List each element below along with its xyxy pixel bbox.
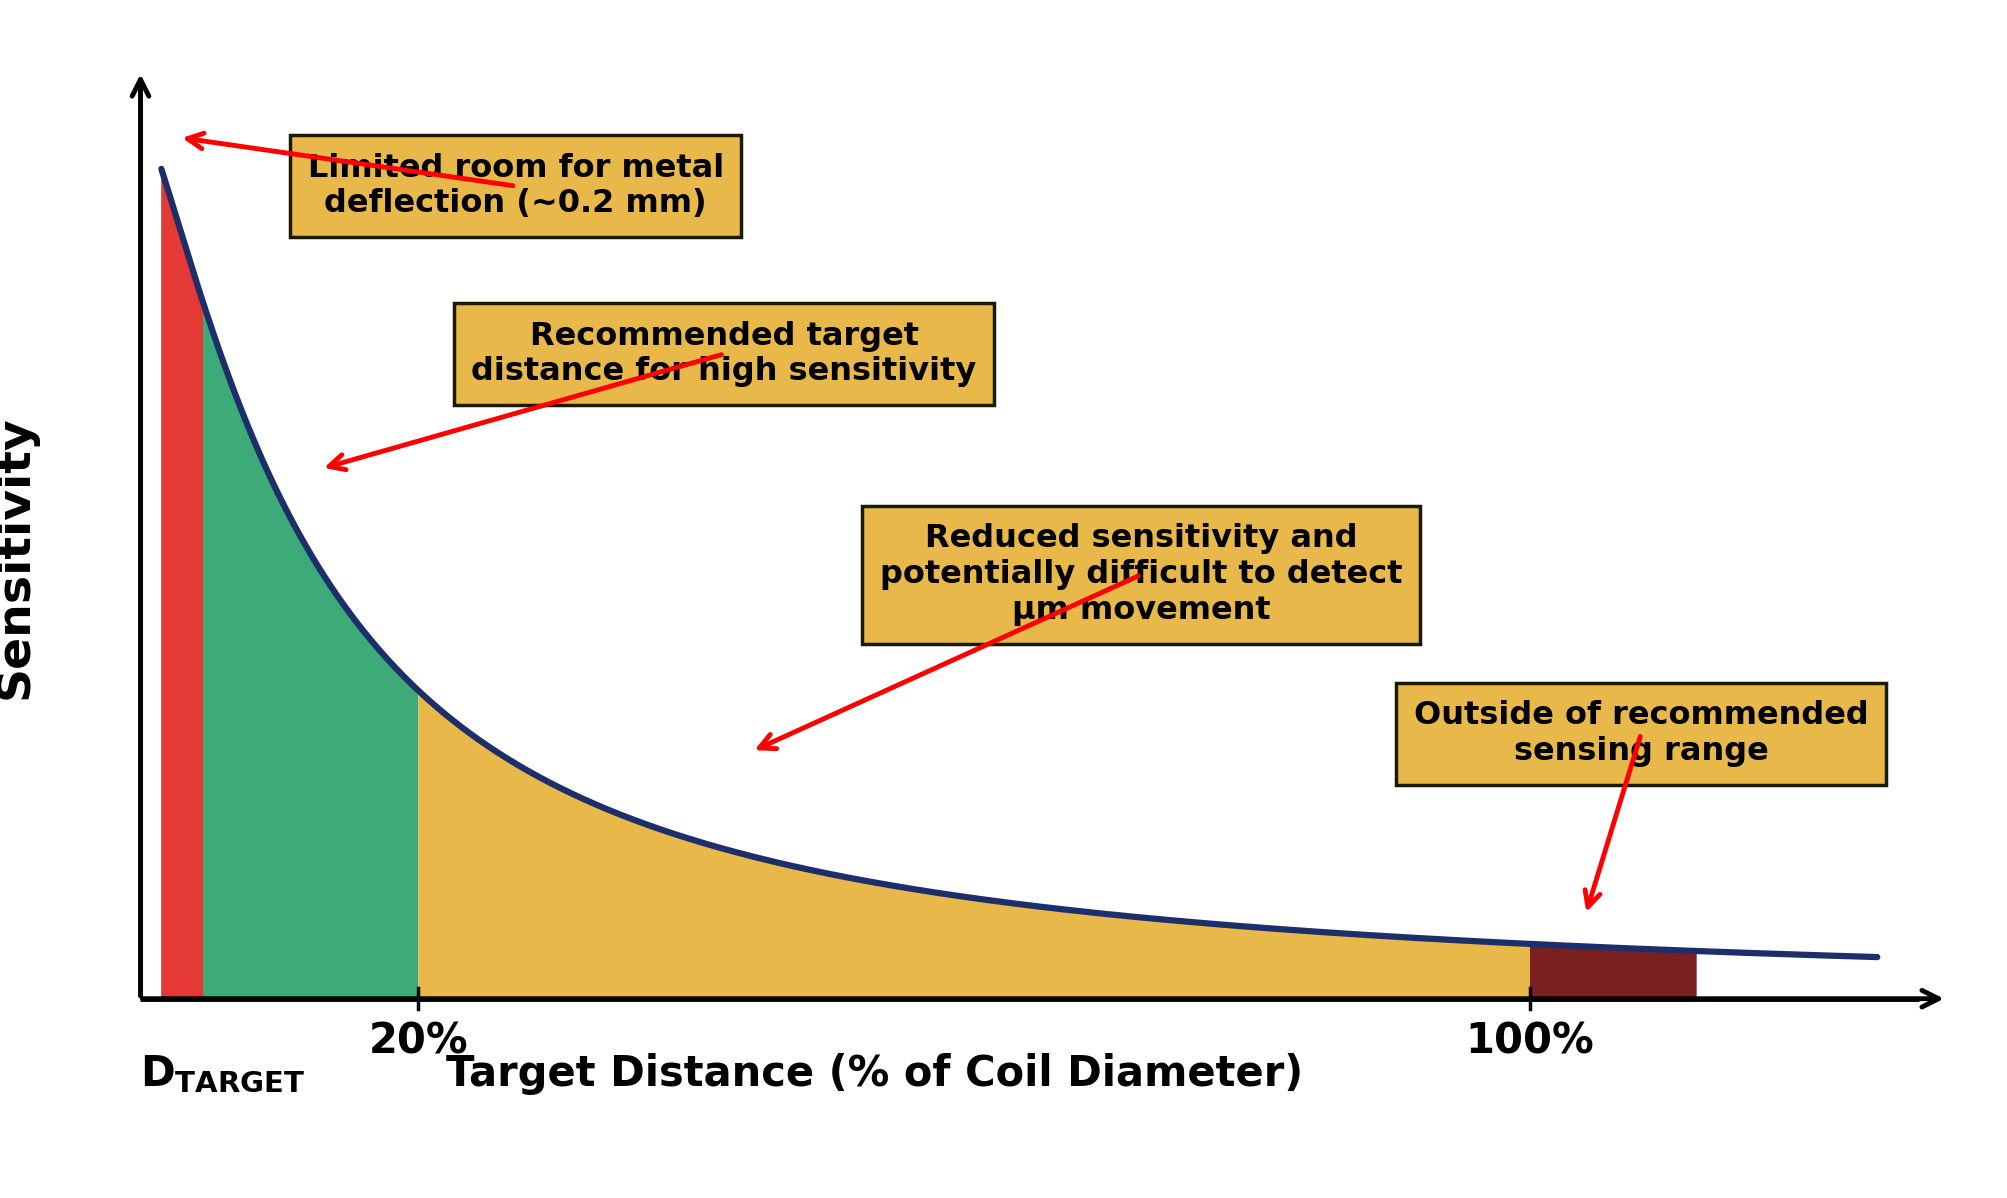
Text: Sensitivity: Sensitivity xyxy=(0,416,38,698)
Text: 100%: 100% xyxy=(1465,1021,1594,1063)
Text: Recommended target
distance for high sensitivity: Recommended target distance for high sen… xyxy=(472,321,977,387)
Polygon shape xyxy=(417,690,1529,999)
Polygon shape xyxy=(161,169,417,999)
Text: Outside of recommended
sensing range: Outside of recommended sensing range xyxy=(1413,701,1869,767)
Text: 20%: 20% xyxy=(369,1021,468,1063)
Text: $\mathbf{D}_{\mathbf{TARGET}}$: $\mathbf{D}_{\mathbf{TARGET}}$ xyxy=(140,1053,305,1095)
Text: Target Distance (% of Coil Diameter): Target Distance (% of Coil Diameter) xyxy=(446,1053,1303,1095)
Text: Limited room for metal
deflection (~0.2 mm): Limited room for metal deflection (~0.2 … xyxy=(307,152,725,219)
Text: Reduced sensitivity and
potentially difficult to detect
μm movement: Reduced sensitivity and potentially diff… xyxy=(879,524,1403,627)
Polygon shape xyxy=(1529,944,1696,999)
Polygon shape xyxy=(161,169,203,999)
